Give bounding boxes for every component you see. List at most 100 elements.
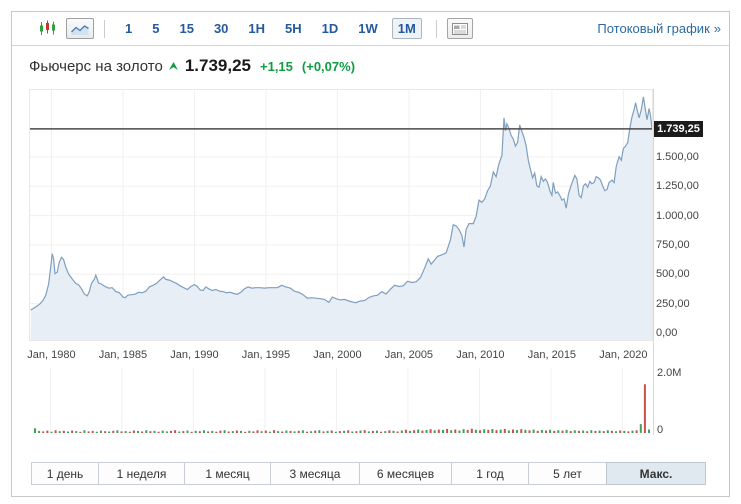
y-axis-label: 1.250,00 xyxy=(656,180,699,193)
price-chart-plot[interactable] xyxy=(29,89,653,341)
volume-bar xyxy=(557,430,560,433)
volume-bar xyxy=(326,430,329,433)
interval-button-5[interactable]: 5 xyxy=(152,21,160,36)
volume-bar xyxy=(569,431,572,433)
volume-bar xyxy=(190,431,193,433)
range-button-8[interactable]: Макс. xyxy=(606,462,706,485)
current-price-badge: 1.739,25 xyxy=(654,120,703,137)
interval-button-5h[interactable]: 5H xyxy=(285,21,302,36)
volume-bar xyxy=(161,430,164,433)
volume-chart[interactable] xyxy=(29,364,653,435)
volume-bar xyxy=(268,431,271,433)
price-area-fill xyxy=(30,96,652,340)
volume-bar xyxy=(273,430,275,433)
volume-bar xyxy=(277,431,280,433)
volume-bar xyxy=(536,430,539,433)
volume-bar xyxy=(437,429,440,433)
volume-bar xyxy=(165,431,168,433)
volume-bar xyxy=(145,430,148,433)
volume-bar xyxy=(384,431,387,433)
interval-button-1h[interactable]: 1H xyxy=(248,21,266,36)
volume-bar xyxy=(137,430,139,433)
news-panel-icon xyxy=(451,22,468,35)
volume-bar xyxy=(462,429,465,433)
candlestick-view-button[interactable] xyxy=(37,19,57,39)
volume-bar xyxy=(297,430,300,433)
candlestick-chart-icon xyxy=(39,20,55,35)
volume-bar xyxy=(648,429,650,433)
volume-bar xyxy=(207,431,210,433)
volume-bar xyxy=(289,430,292,433)
volume-bar xyxy=(582,430,585,433)
news-view-button[interactable] xyxy=(446,18,473,39)
volume-bar xyxy=(310,431,313,433)
range-button-5[interactable]: 6 месяцев xyxy=(359,462,452,485)
volume-bar xyxy=(34,428,36,433)
volume-bar xyxy=(380,431,383,433)
volume-bar xyxy=(590,430,593,433)
volume-bar xyxy=(182,431,185,433)
volume-bar xyxy=(87,431,90,433)
volume-bar xyxy=(417,429,420,433)
interval-button-15[interactable]: 15 xyxy=(179,21,194,36)
range-button-3[interactable]: 1 месяц xyxy=(184,462,271,485)
volume-bar xyxy=(124,431,127,433)
volume-bar xyxy=(540,430,543,433)
volume-bar xyxy=(425,430,428,433)
volume-bar xyxy=(347,430,350,433)
volume-bar xyxy=(99,430,102,433)
range-button-1[interactable]: 1 день xyxy=(31,462,99,485)
volume-bar xyxy=(215,431,218,433)
volume-bar xyxy=(516,430,519,433)
volume-bar xyxy=(112,430,115,433)
volume-bar xyxy=(503,428,506,433)
volume-bar xyxy=(507,430,510,433)
volume-bar xyxy=(351,431,354,433)
volume-bar xyxy=(495,430,498,433)
range-button-6[interactable]: 1 год xyxy=(451,462,529,485)
interval-button-30[interactable]: 30 xyxy=(213,21,229,36)
volume-bar xyxy=(54,430,57,433)
volume-bar xyxy=(62,430,65,433)
interval-button-1m[interactable]: 1M xyxy=(391,18,422,39)
price-up-icon xyxy=(168,62,178,70)
volume-bar xyxy=(454,429,457,433)
chevron-right-icon: » xyxy=(713,21,721,36)
volume-bar xyxy=(293,431,296,433)
volume-bar xyxy=(376,430,378,433)
range-button-4[interactable]: 3 месяца xyxy=(270,462,360,485)
volume-bar xyxy=(223,430,226,433)
volume-bar xyxy=(67,431,69,433)
volume-bar xyxy=(615,431,617,433)
volume-bar xyxy=(198,431,201,433)
volume-bar xyxy=(421,430,424,433)
volume-bar xyxy=(545,430,547,433)
volume-bar xyxy=(520,429,523,433)
volume-bar xyxy=(50,431,53,433)
interval-button-1w[interactable]: 1W xyxy=(358,21,378,36)
instrument-header: Фьючерс на золото 1.739,25 +1,15 (+0,07%… xyxy=(29,56,355,76)
volume-bar xyxy=(371,430,374,433)
volume-bar xyxy=(466,430,469,433)
range-button-7[interactable]: 5 лет xyxy=(528,462,607,485)
interval-button-1d[interactable]: 1D xyxy=(321,21,339,36)
volume-bar xyxy=(491,429,494,433)
volume-bar xyxy=(227,431,230,433)
volume-bar xyxy=(120,431,123,433)
volume-bar xyxy=(392,430,395,433)
streaming-chart-link[interactable]: Потоковый график» xyxy=(597,21,721,36)
volume-bar xyxy=(528,430,531,433)
volume-bar xyxy=(38,430,41,433)
volume-bar xyxy=(128,431,131,433)
volume-bar xyxy=(619,430,622,433)
line-view-button[interactable] xyxy=(66,18,94,39)
interval-button-1[interactable]: 1 xyxy=(125,21,133,36)
page-title: Фьючерс на золото xyxy=(29,57,163,75)
range-button-2[interactable]: 1 неделя xyxy=(98,462,185,485)
volume-bar xyxy=(301,430,304,433)
volume-bar xyxy=(71,430,74,433)
volume-bar xyxy=(409,430,411,433)
volume-bar xyxy=(573,430,576,433)
volume-bar xyxy=(240,430,242,433)
price-area-chart[interactable] xyxy=(30,90,652,340)
